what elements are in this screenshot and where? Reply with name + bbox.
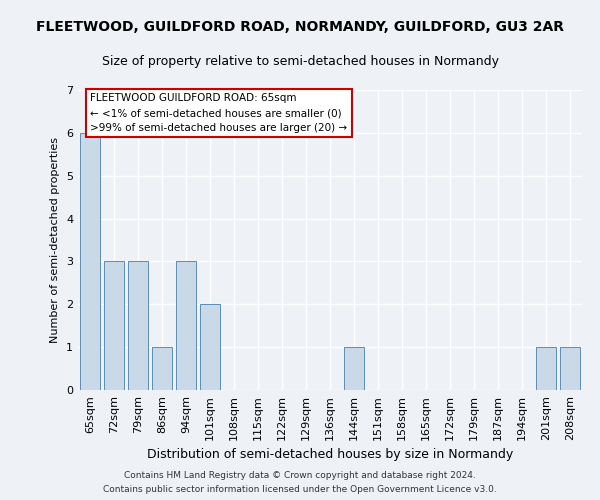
Bar bbox=[128, 262, 148, 390]
Bar bbox=[560, 347, 580, 390]
Bar bbox=[104, 262, 124, 390]
Text: Size of property relative to semi-detached houses in Normandy: Size of property relative to semi-detach… bbox=[101, 55, 499, 68]
Bar bbox=[152, 347, 172, 390]
Bar bbox=[344, 347, 364, 390]
Bar bbox=[80, 133, 100, 390]
Bar bbox=[176, 262, 196, 390]
Bar bbox=[200, 304, 220, 390]
Bar bbox=[536, 347, 556, 390]
Text: FLEETWOOD GUILDFORD ROAD: 65sqm
← <1% of semi-detached houses are smaller (0)
>9: FLEETWOOD GUILDFORD ROAD: 65sqm ← <1% of… bbox=[91, 94, 347, 133]
Y-axis label: Number of semi-detached properties: Number of semi-detached properties bbox=[50, 137, 61, 343]
Text: Contains HM Land Registry data © Crown copyright and database right 2024.: Contains HM Land Registry data © Crown c… bbox=[124, 470, 476, 480]
Text: FLEETWOOD, GUILDFORD ROAD, NORMANDY, GUILDFORD, GU3 2AR: FLEETWOOD, GUILDFORD ROAD, NORMANDY, GUI… bbox=[36, 20, 564, 34]
X-axis label: Distribution of semi-detached houses by size in Normandy: Distribution of semi-detached houses by … bbox=[147, 448, 513, 461]
Text: Contains public sector information licensed under the Open Government Licence v3: Contains public sector information licen… bbox=[103, 486, 497, 494]
